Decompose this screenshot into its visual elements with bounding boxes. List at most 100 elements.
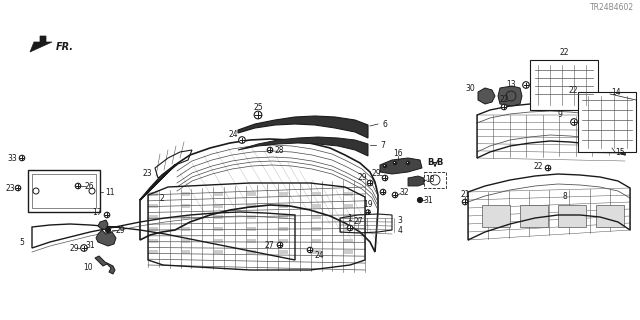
Bar (32, 174, 96, 208)
Circle shape (367, 180, 372, 186)
Polygon shape (98, 220, 108, 230)
Bar (279, 204, 288, 207)
Circle shape (15, 185, 20, 191)
Text: 27: 27 (264, 241, 274, 250)
Circle shape (380, 189, 386, 195)
Text: 17: 17 (92, 207, 102, 217)
Text: TR24B4602: TR24B4602 (590, 3, 634, 12)
Circle shape (501, 104, 507, 110)
Bar (28, 170, 100, 212)
Bar (149, 239, 158, 243)
Bar (246, 215, 255, 219)
Bar (520, 205, 548, 227)
Text: 16: 16 (393, 148, 403, 157)
Bar (246, 204, 255, 207)
Polygon shape (238, 116, 368, 138)
Bar (214, 215, 223, 219)
Text: 24: 24 (314, 251, 324, 260)
Bar (214, 239, 223, 243)
Bar (344, 215, 353, 219)
Text: B-B: B-B (427, 157, 443, 166)
Bar (596, 205, 624, 227)
Bar (279, 192, 288, 196)
Circle shape (523, 82, 529, 88)
Bar (344, 204, 353, 207)
Text: 13: 13 (506, 79, 516, 89)
Circle shape (19, 155, 25, 161)
Text: 29: 29 (69, 244, 79, 252)
Polygon shape (238, 137, 368, 156)
Bar (214, 192, 223, 196)
Circle shape (268, 147, 273, 153)
Circle shape (277, 242, 283, 248)
Circle shape (366, 210, 370, 214)
Bar (182, 227, 191, 231)
Bar (149, 192, 158, 196)
Bar (312, 215, 321, 219)
Bar (558, 205, 586, 227)
Text: 22: 22 (533, 162, 543, 171)
Text: 22: 22 (499, 94, 509, 103)
Bar (182, 250, 191, 254)
Text: 30: 30 (465, 84, 475, 92)
Bar (312, 239, 321, 243)
Bar (149, 250, 158, 254)
Text: 29: 29 (357, 172, 367, 181)
Bar (246, 239, 255, 243)
Polygon shape (30, 36, 52, 52)
Bar (530, 60, 598, 110)
Text: 4: 4 (397, 226, 403, 235)
Text: 1: 1 (348, 213, 353, 222)
Circle shape (254, 111, 262, 119)
Text: 5: 5 (20, 237, 24, 246)
Text: 15: 15 (615, 148, 625, 156)
Bar (344, 227, 353, 231)
Circle shape (462, 199, 468, 205)
Bar (279, 215, 288, 219)
Bar (312, 250, 321, 254)
Bar (182, 215, 191, 219)
Bar (312, 192, 321, 196)
Text: 23: 23 (5, 183, 15, 193)
Text: 9: 9 (557, 109, 563, 118)
Bar (578, 92, 636, 152)
Text: 31: 31 (423, 196, 433, 204)
Text: 21: 21 (460, 189, 470, 198)
Text: 22: 22 (568, 85, 578, 94)
Text: 26: 26 (84, 181, 94, 190)
Bar (482, 205, 510, 227)
Bar (279, 250, 288, 254)
Bar (182, 239, 191, 243)
Bar (149, 215, 158, 219)
Bar (279, 227, 288, 231)
Bar (214, 250, 223, 254)
Text: 11: 11 (105, 188, 115, 196)
Text: 6: 6 (383, 119, 387, 129)
Text: 29: 29 (115, 226, 125, 235)
Circle shape (545, 165, 551, 171)
Polygon shape (408, 176, 424, 186)
Bar (182, 204, 191, 207)
Text: 8: 8 (563, 191, 568, 201)
Text: 3: 3 (397, 215, 403, 225)
Bar (424, 172, 446, 188)
Bar (344, 192, 353, 196)
Bar (344, 239, 353, 243)
Bar (246, 250, 255, 254)
Text: 7: 7 (381, 140, 385, 149)
Polygon shape (95, 256, 115, 274)
Circle shape (406, 161, 410, 165)
Circle shape (571, 119, 577, 125)
Text: FR.: FR. (56, 42, 74, 52)
Bar (312, 204, 321, 207)
Text: 2: 2 (159, 194, 164, 203)
Text: 32: 32 (399, 188, 409, 196)
Circle shape (348, 225, 353, 231)
Bar (214, 227, 223, 231)
Polygon shape (498, 86, 522, 106)
Bar (344, 250, 353, 254)
Text: 31: 31 (85, 241, 95, 250)
Circle shape (382, 175, 388, 181)
Bar (149, 204, 158, 207)
Circle shape (392, 192, 397, 198)
